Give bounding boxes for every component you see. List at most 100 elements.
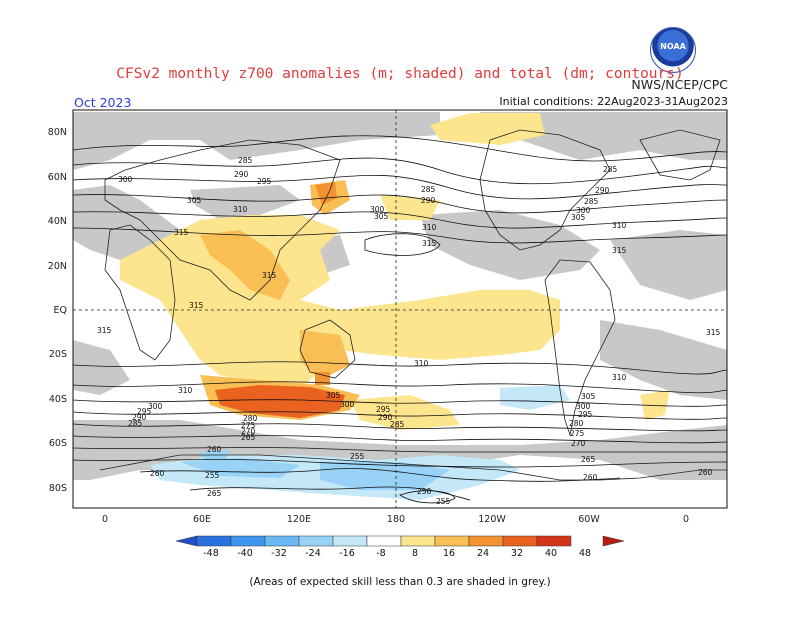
colorbar-swatch xyxy=(434,535,470,547)
colorbar-swatch xyxy=(468,535,504,547)
contour-label: 270 xyxy=(571,439,586,448)
colorbar-swatch xyxy=(332,535,368,547)
contour-label: 310 xyxy=(612,221,627,230)
contour-label: 285 xyxy=(421,185,436,194)
contour-label: 270 xyxy=(241,427,256,436)
contour-label: 260 xyxy=(583,473,598,482)
contour-label: 265 xyxy=(581,455,596,464)
colorbar-swatch xyxy=(366,535,402,547)
colorbar-high-arrow xyxy=(602,535,625,547)
colorbar-label: -24 xyxy=(305,548,321,559)
contour-label: 315 xyxy=(189,301,204,310)
initial-conditions: Initial conditions: 22Aug2023-31Aug2023 xyxy=(499,95,728,108)
lon-tick-label: 0 xyxy=(683,514,689,525)
colorbar-swatch xyxy=(502,535,538,547)
contour-label: 305 xyxy=(581,392,596,401)
forecast-month: Oct 2023 xyxy=(74,95,132,110)
contour-label: 300 xyxy=(576,402,591,411)
contour-label: 315 xyxy=(174,228,189,237)
lat-tick-label: 60N xyxy=(48,172,67,183)
contour-label: 255 xyxy=(205,471,220,480)
contour-label: 310 xyxy=(233,205,248,214)
contour-label: 280 xyxy=(569,419,584,428)
colorbar-label: -48 xyxy=(203,548,219,559)
contour-label: 310 xyxy=(422,223,437,232)
colorbar-swatch xyxy=(264,535,300,547)
contour-label: 310 xyxy=(612,373,627,382)
contour-label: 250 xyxy=(417,487,432,496)
contour-label: 290 xyxy=(378,413,393,422)
contour-label: 260 xyxy=(207,445,222,454)
contour-label: 310 xyxy=(178,386,193,395)
colorbar-label: 48 xyxy=(579,548,591,559)
coastlines xyxy=(99,129,727,481)
contour-label: 290 xyxy=(421,196,436,205)
contour-label-group: 285 290 295 300 305 310 315 285 290 300 … xyxy=(97,156,721,506)
contour-label: 260 xyxy=(150,469,165,478)
lat-tick-label: 80N xyxy=(48,127,67,138)
contour-label: 295 xyxy=(137,407,152,416)
colorbar-swatch xyxy=(400,535,436,547)
colorbar-label: 32 xyxy=(511,548,523,559)
contour-label: 300 xyxy=(576,206,591,215)
contour-label: 300 xyxy=(370,205,385,214)
colorbar-swatch xyxy=(298,535,334,547)
colorbar-label: 16 xyxy=(443,548,455,559)
contour-label: 295 xyxy=(257,177,272,186)
map-frame xyxy=(72,109,728,509)
contour-label: 305 xyxy=(571,213,586,222)
lon-tick-label: 60E xyxy=(193,514,211,525)
contour-label: 285 xyxy=(603,165,618,174)
contour-label: 310 xyxy=(414,359,429,368)
lat-tick-label: 80S xyxy=(49,483,67,494)
contour-label: 305 xyxy=(374,212,389,221)
skill-note: (Areas of expected skill less than 0.3 a… xyxy=(249,576,551,588)
contour-label: 265 xyxy=(207,489,222,498)
lat-tick-label: 20S xyxy=(49,349,67,360)
contour-label: 290 xyxy=(595,186,610,195)
contour-label: 255 xyxy=(436,497,451,506)
lat-tick-label: 60S xyxy=(49,438,67,449)
contour-label: 315 xyxy=(422,239,437,248)
colorbar-swatch xyxy=(536,535,572,547)
lon-tick-label: 60W xyxy=(578,514,600,525)
contour-label: 315 xyxy=(706,328,721,337)
latitude-axis: 80N 60N 40N 20N EQ 20S 40S 60S 80S xyxy=(48,127,67,494)
contour-label: 280 xyxy=(243,414,258,423)
contour-label: 305 xyxy=(187,196,202,205)
lat-tick-label: 20N xyxy=(48,261,67,272)
contour-label: 275 xyxy=(570,429,585,438)
contour-label: 295 xyxy=(578,410,593,419)
contour-label: 275 xyxy=(241,421,256,430)
positive-anomaly-shading xyxy=(120,113,670,430)
contour-label: 305 xyxy=(326,391,341,400)
colorbar-label: 24 xyxy=(477,548,489,559)
lat-tick-label: 40S xyxy=(49,394,67,405)
contour-label: 265 xyxy=(241,433,256,442)
chart-title: CFSv2 monthly z700 anomalies (m; shaded)… xyxy=(116,66,684,82)
contour-label: 290 xyxy=(132,413,147,422)
contour-label: 315 xyxy=(97,326,112,335)
colorbar-label: -40 xyxy=(237,548,253,559)
contour-label: 285 xyxy=(584,197,599,206)
lat-tick-label: EQ xyxy=(54,305,67,316)
lon-tick-label: 120W xyxy=(478,514,506,525)
agency-label: NWS/NCEP/CPC xyxy=(631,77,728,92)
colorbar-label: -16 xyxy=(339,548,355,559)
contour-label: 285 xyxy=(128,419,143,428)
colorbar: -48 -40 -32 -24 -16 -8 8 16 24 32 40 48 xyxy=(175,535,625,559)
lon-tick-label: 0 xyxy=(102,514,108,525)
noaa-logo: NOAA xyxy=(650,27,696,73)
contour-label: 300 xyxy=(118,175,133,184)
colorbar-low-arrow xyxy=(175,535,198,547)
contour-label: 315 xyxy=(612,246,627,255)
contour-label: 300 xyxy=(148,402,163,411)
colorbar-label: -8 xyxy=(376,548,385,559)
colorbar-swatch xyxy=(196,535,232,547)
contour-label: 260 xyxy=(698,468,713,477)
contour-label: 285 xyxy=(238,156,253,165)
contour-label: 290 xyxy=(234,170,249,179)
longitude-axis: 0 60E 120E 180 120W 60W 0 xyxy=(102,514,689,525)
lon-tick-label: 120E xyxy=(287,514,311,525)
